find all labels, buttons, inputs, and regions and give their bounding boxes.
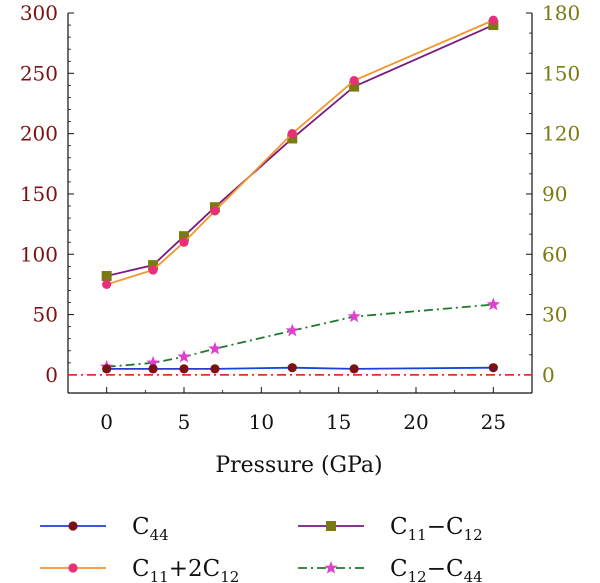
y-right-tick-label: 60 bbox=[542, 242, 567, 266]
x-tick-label: 10 bbox=[249, 410, 274, 434]
data-point-C12-C44 bbox=[208, 341, 222, 355]
legend-label-subscript: 44 bbox=[150, 526, 169, 544]
y-right-tick-label: 30 bbox=[542, 303, 567, 327]
legend-item: C11−C12 bbox=[298, 514, 483, 544]
data-point-C44 bbox=[102, 364, 112, 374]
legend-marker bbox=[68, 563, 78, 573]
series-line-C44 bbox=[106, 366, 494, 370]
legend-label-subscript: 11 bbox=[150, 568, 169, 583]
x-tick-label: 20 bbox=[403, 410, 428, 434]
data-point-C44 bbox=[287, 363, 297, 373]
data-point-C12-C44 bbox=[285, 323, 299, 337]
data-point-C44 bbox=[349, 364, 359, 374]
series-line-C11-C12 bbox=[106, 24, 494, 277]
data-point-C11-2C12 bbox=[349, 75, 359, 86]
data-point-C11-2C12 bbox=[488, 15, 498, 25]
data-point-C12-C44 bbox=[347, 309, 361, 323]
legend-item: C11+2C12 bbox=[40, 556, 239, 583]
y-left-tick-label: 50 bbox=[33, 303, 58, 327]
data-point-C11-C12 bbox=[349, 81, 360, 92]
x-tick-label: 5 bbox=[178, 410, 191, 434]
y-right-tick-label: 0 bbox=[542, 363, 555, 387]
y-right-tick-label: 180 bbox=[542, 1, 580, 25]
series-line-C11-2C12 bbox=[106, 19, 494, 286]
tick-label-layer: 0 50 100 150 200 250 300 0 30 60 90 120 150 180 0 5 10 15… bbox=[20, 1, 580, 434]
legend-marker bbox=[326, 521, 336, 531]
legend-label-subscript: 12 bbox=[408, 568, 427, 583]
data-point-C11-2C12 bbox=[287, 129, 297, 139]
legend-label-text: C bbox=[132, 556, 150, 582]
y-left-tick-label: 150 bbox=[20, 182, 58, 206]
legend-label-text: C bbox=[390, 514, 408, 540]
legend-label-text: C bbox=[390, 556, 408, 582]
data-point-C44 bbox=[210, 364, 220, 374]
data-point-C12-C44 bbox=[177, 349, 191, 363]
legend-label-text: −C bbox=[427, 556, 464, 582]
data-point-C11-2C12 bbox=[148, 265, 158, 275]
data-point-C11-C12 bbox=[179, 231, 189, 242]
legend-label-text: +2C bbox=[169, 556, 221, 582]
y-right-tick-label: 90 bbox=[542, 182, 567, 206]
legend-marker bbox=[324, 561, 338, 574]
legend-item: C12−C44 bbox=[298, 556, 483, 583]
series-layer bbox=[68, 15, 532, 376]
y-right-tick-label: 120 bbox=[542, 122, 580, 146]
data-point-C11-2C12 bbox=[102, 279, 112, 290]
legend-item: C44 bbox=[40, 514, 169, 544]
legend-label-text: C bbox=[132, 514, 150, 540]
data-point-C44 bbox=[488, 363, 498, 373]
data-point-C44 bbox=[179, 364, 189, 374]
y-left-tick-label: 250 bbox=[20, 61, 58, 85]
series-line-C12-C44 bbox=[106, 303, 494, 368]
legend-label-subscript: 12 bbox=[220, 568, 239, 583]
axes-layer bbox=[67, 12, 533, 394]
data-point-C11-C12 bbox=[287, 133, 298, 144]
legend-label: C12−C44 bbox=[390, 556, 483, 583]
x-tick-label: 25 bbox=[481, 410, 506, 434]
y-left-tick-label: 100 bbox=[20, 242, 58, 266]
data-point-C11-C12 bbox=[488, 20, 499, 31]
legend-label-subscript: 44 bbox=[464, 568, 483, 583]
x-tick-label: 0 bbox=[100, 410, 113, 434]
legend-label: C11+2C12 bbox=[132, 556, 239, 583]
data-point-C11-2C12 bbox=[179, 237, 189, 247]
x-tick-label: 15 bbox=[326, 410, 351, 434]
legend-label-subscript: 12 bbox=[464, 526, 483, 544]
data-point-C12-C44 bbox=[146, 355, 160, 369]
legend-label: C44 bbox=[132, 514, 169, 544]
data-point-C11-C12 bbox=[148, 260, 159, 271]
data-point-C11-C12 bbox=[101, 270, 112, 281]
legend-marker bbox=[68, 521, 78, 531]
legend-label-text: −C bbox=[427, 514, 464, 540]
data-point-C44 bbox=[148, 364, 158, 374]
x-axis-label: Pressure (GPa) bbox=[215, 453, 382, 478]
y-left-tick-label: 300 bbox=[20, 1, 58, 25]
y-left-tick-label: 200 bbox=[20, 122, 58, 146]
y-right-tick-label: 150 bbox=[542, 61, 580, 85]
legend-label: C11−C12 bbox=[390, 514, 483, 544]
y-left-tick-label: 0 bbox=[45, 363, 58, 387]
data-point-C11-2C12 bbox=[210, 206, 220, 216]
data-point-C12-C44 bbox=[486, 297, 500, 311]
legend-label-subscript: 11 bbox=[408, 526, 427, 544]
